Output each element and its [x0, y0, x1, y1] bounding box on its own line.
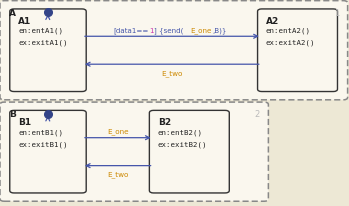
Text: E_two: E_two [107, 170, 128, 177]
Text: ex:exitB2(): ex:exitB2() [158, 141, 207, 147]
FancyBboxPatch shape [149, 111, 229, 193]
Text: ex:exitB1(): ex:exitB1() [18, 141, 68, 147]
Text: ,B)}: ,B)} [212, 27, 227, 33]
Text: en:entA2(): en:entA2() [266, 28, 311, 34]
Text: A: A [9, 9, 16, 18]
FancyBboxPatch shape [258, 10, 337, 92]
Text: 2: 2 [255, 110, 260, 118]
Text: en:entA1(): en:entA1() [18, 28, 63, 34]
Text: A1: A1 [18, 17, 31, 26]
Text: B: B [9, 110, 16, 118]
FancyBboxPatch shape [10, 10, 86, 92]
Text: B1: B1 [18, 118, 31, 127]
Text: en:entB2(): en:entB2() [158, 129, 203, 135]
Text: E_one: E_one [107, 127, 128, 134]
Text: [data1==: [data1== [114, 27, 149, 33]
FancyBboxPatch shape [0, 2, 348, 100]
Text: E_one: E_one [190, 27, 211, 33]
Text: B2: B2 [158, 118, 171, 127]
FancyBboxPatch shape [10, 111, 86, 193]
Text: en:entB1(): en:entB1() [18, 129, 63, 135]
Text: 1: 1 [334, 9, 339, 18]
Text: E_two: E_two [161, 69, 183, 76]
Text: ex:exitA2(): ex:exitA2() [266, 40, 315, 46]
Text: ] {send(: ] {send( [154, 27, 183, 33]
Text: 1: 1 [149, 27, 154, 33]
Text: ex:exitA1(): ex:exitA1() [18, 40, 68, 46]
Text: A2: A2 [266, 17, 279, 26]
FancyBboxPatch shape [0, 103, 268, 201]
